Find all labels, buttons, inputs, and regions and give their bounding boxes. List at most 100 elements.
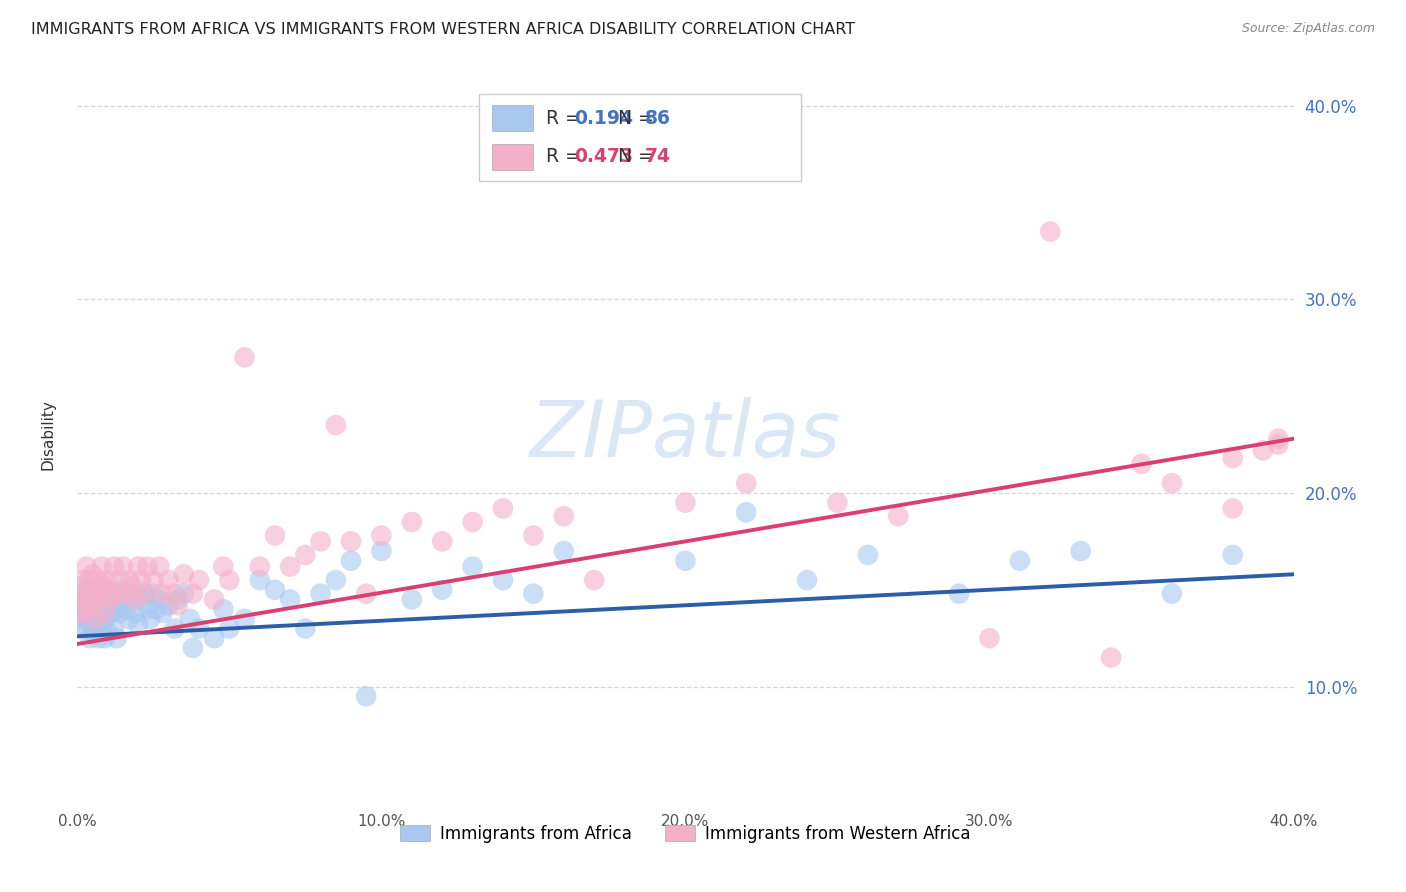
Point bbox=[218, 622, 240, 636]
Point bbox=[75, 559, 97, 574]
Point bbox=[1039, 225, 1062, 239]
Point bbox=[430, 534, 453, 549]
Point bbox=[82, 567, 104, 582]
Point bbox=[79, 573, 101, 587]
Point bbox=[430, 582, 453, 597]
Point bbox=[1130, 457, 1153, 471]
Point bbox=[163, 622, 186, 636]
Point bbox=[75, 612, 97, 626]
Point bbox=[218, 573, 240, 587]
Point bbox=[188, 573, 211, 587]
Point bbox=[75, 582, 97, 597]
Point bbox=[87, 631, 110, 645]
Point bbox=[173, 587, 195, 601]
Point bbox=[121, 579, 143, 593]
FancyBboxPatch shape bbox=[478, 95, 801, 181]
Point bbox=[72, 606, 94, 620]
Point bbox=[152, 606, 174, 620]
Point bbox=[157, 573, 180, 587]
Point bbox=[124, 606, 146, 620]
Bar bbox=[492, 105, 533, 131]
Point bbox=[82, 617, 104, 632]
Point bbox=[142, 573, 165, 587]
Point bbox=[401, 592, 423, 607]
Point bbox=[142, 587, 165, 601]
Point bbox=[173, 567, 195, 582]
Point bbox=[145, 602, 167, 616]
Point bbox=[202, 592, 225, 607]
Point bbox=[553, 509, 575, 524]
Point bbox=[82, 582, 104, 597]
Point bbox=[127, 617, 149, 632]
Point bbox=[181, 587, 204, 601]
Point bbox=[90, 599, 112, 613]
Point bbox=[75, 587, 97, 601]
Point bbox=[75, 599, 97, 613]
Point bbox=[103, 587, 125, 601]
Point bbox=[97, 582, 120, 597]
Point bbox=[553, 544, 575, 558]
Point bbox=[152, 587, 174, 601]
Point bbox=[97, 587, 120, 601]
Point bbox=[179, 612, 201, 626]
Point bbox=[1222, 548, 1244, 562]
Point bbox=[115, 602, 138, 616]
Y-axis label: Disability: Disability bbox=[41, 400, 55, 470]
Point bbox=[134, 587, 156, 601]
Point bbox=[856, 548, 879, 562]
Point bbox=[124, 592, 146, 607]
Point bbox=[84, 596, 107, 610]
Point bbox=[309, 587, 332, 601]
Text: ZIPatlas: ZIPatlas bbox=[530, 397, 841, 473]
Point bbox=[249, 573, 271, 587]
Point bbox=[340, 554, 363, 568]
Point bbox=[163, 587, 186, 601]
Point bbox=[69, 592, 91, 607]
Point bbox=[87, 587, 110, 601]
Point bbox=[148, 592, 170, 607]
Point bbox=[212, 559, 235, 574]
Point bbox=[111, 582, 134, 597]
Text: 74: 74 bbox=[645, 147, 671, 166]
Point bbox=[87, 592, 110, 607]
Point bbox=[157, 599, 180, 613]
Point bbox=[735, 476, 758, 491]
Point bbox=[264, 528, 287, 542]
Point bbox=[118, 612, 141, 626]
Point bbox=[583, 573, 606, 587]
Point bbox=[100, 592, 122, 607]
Point bbox=[82, 625, 104, 640]
Point bbox=[127, 559, 149, 574]
Point bbox=[233, 351, 256, 365]
Point bbox=[93, 612, 115, 626]
Point bbox=[136, 559, 159, 574]
Point bbox=[108, 606, 131, 620]
Point bbox=[188, 622, 211, 636]
Point bbox=[105, 631, 128, 645]
Point bbox=[233, 612, 256, 626]
Point bbox=[93, 579, 115, 593]
Point bbox=[84, 612, 107, 626]
Point bbox=[82, 587, 104, 601]
Point bbox=[492, 573, 515, 587]
Point bbox=[796, 573, 818, 587]
Point bbox=[72, 592, 94, 607]
Point bbox=[735, 505, 758, 519]
Point bbox=[111, 592, 134, 607]
Point bbox=[1267, 437, 1289, 451]
Point bbox=[212, 602, 235, 616]
Text: N =: N = bbox=[606, 109, 659, 128]
Point bbox=[103, 622, 125, 636]
Point bbox=[1267, 432, 1289, 446]
Point bbox=[181, 640, 204, 655]
Point bbox=[522, 587, 544, 601]
Point bbox=[1222, 451, 1244, 466]
Point bbox=[115, 587, 138, 601]
Point bbox=[69, 606, 91, 620]
Point bbox=[278, 559, 301, 574]
Point bbox=[105, 602, 128, 616]
Point bbox=[93, 606, 115, 620]
Point bbox=[148, 559, 170, 574]
Point bbox=[522, 528, 544, 542]
Point bbox=[97, 573, 120, 587]
